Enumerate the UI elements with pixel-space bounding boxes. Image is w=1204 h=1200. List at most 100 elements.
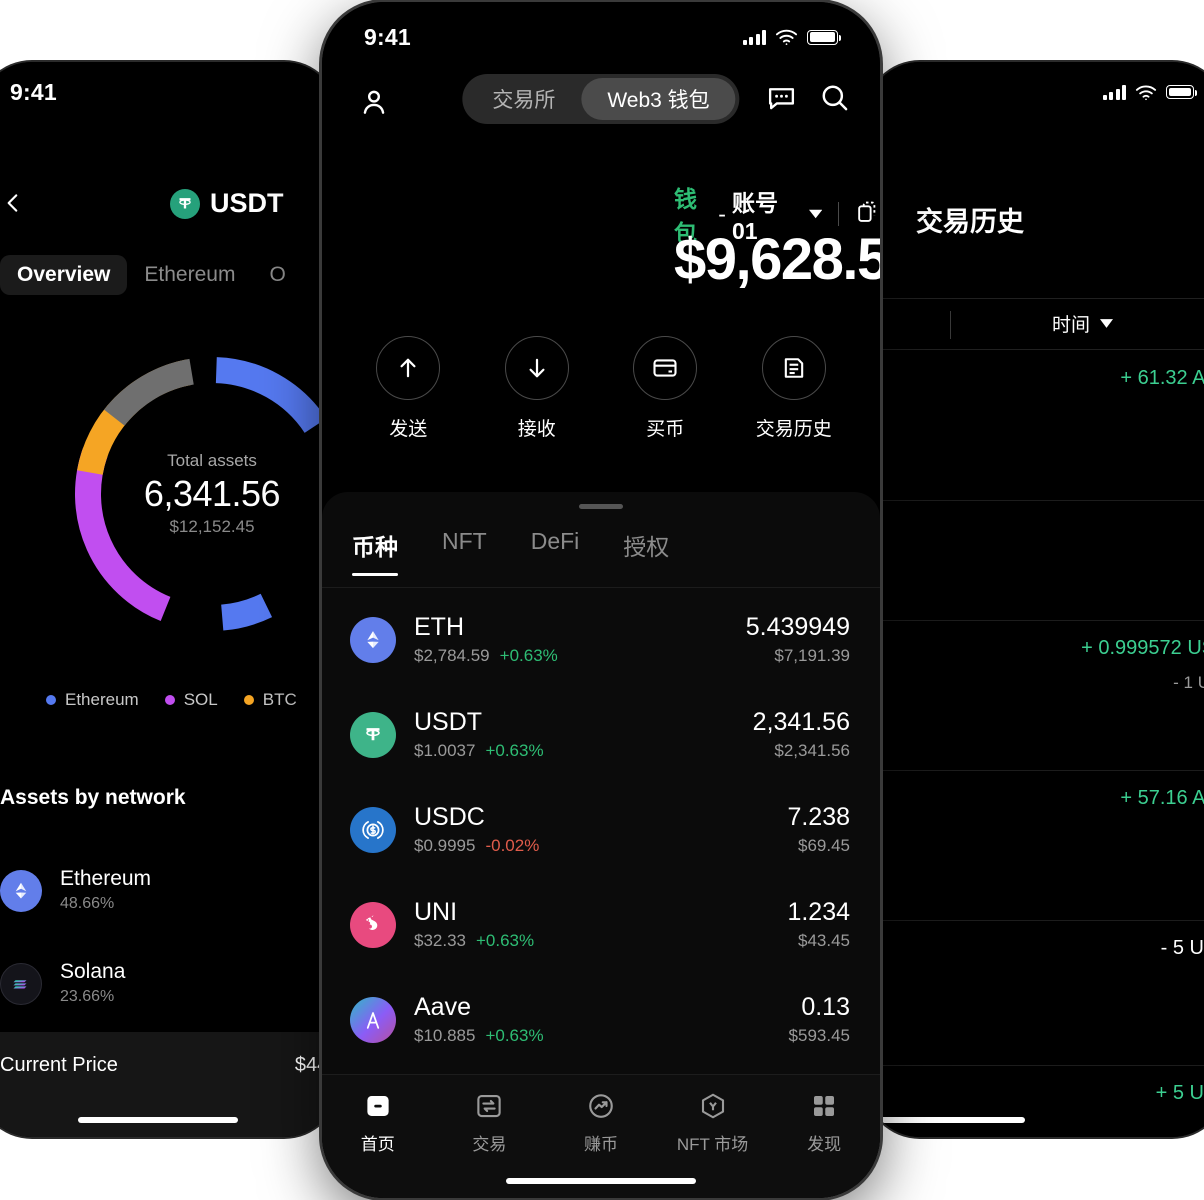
token-change: -0.02% xyxy=(485,836,540,856)
tabbar-item-home[interactable]: 首页 xyxy=(322,1091,434,1155)
legend-label: Ethereum xyxy=(65,690,139,709)
token-amount: 7.238 xyxy=(787,802,850,831)
tabbar-item-trade[interactable]: 交易 xyxy=(434,1091,546,1155)
token-balance: 1.234 $43.45 xyxy=(787,898,850,952)
list-item[interactable]: USDT $1.0037 +0.63% 2,341.56 $2,341.56 xyxy=(322,687,880,782)
list-item[interactable]: ETH $2,784.59 +0.63% 5.439949 $7,191.39 xyxy=(322,592,880,687)
legend-dot-icon xyxy=(46,695,56,705)
network-percent: 23.66% xyxy=(60,988,115,1006)
assets-sheet: 币种 NFT DeFi 授权 ETH $2,784.59 xyxy=(322,492,880,1198)
segment-exchange[interactable]: 交易所 xyxy=(492,89,556,112)
token-change: +0.63% xyxy=(476,931,535,951)
token-amount: 0.13 xyxy=(801,992,850,1021)
token-price: $1.0037 xyxy=(414,741,476,761)
left-title-text: USDT xyxy=(210,188,284,218)
status-time: 9:41 xyxy=(364,23,411,50)
table-row[interactable]: + 61.32 AAVE xyxy=(866,351,1204,501)
token-change: +0.63% xyxy=(485,1026,544,1046)
tab-defi[interactable]: DeFi xyxy=(530,528,580,554)
table-row[interactable]: + 57.16 AAVE xyxy=(866,771,1204,921)
legend-label: BTC xyxy=(262,690,297,709)
table-row[interactable]: - 5 USDT 0a xyxy=(866,921,1204,1066)
table-row[interactable]: + 0.999572 USDC - 1 USDT xyxy=(866,621,1204,771)
tx-amount: + 5 USDT xyxy=(1155,1082,1204,1104)
tab-nft[interactable]: NFT xyxy=(442,528,487,554)
send-button[interactable]: 发送 xyxy=(360,336,456,441)
legend-dot-icon xyxy=(164,695,175,705)
tabbar-item-earn[interactable]: 赚币 xyxy=(545,1091,657,1155)
back-icon[interactable] xyxy=(0,190,26,216)
segment-web3-wallet[interactable]: Web3 钱包 xyxy=(581,78,736,120)
battery-icon xyxy=(807,29,841,45)
network-name: Ethereum xyxy=(60,866,152,890)
copy-icon[interactable] xyxy=(855,199,880,229)
legend-item-ethereum: Ethereum xyxy=(46,690,139,710)
bottom-tab-bar: 首页 交易 赚币 xyxy=(322,1074,880,1198)
chevron-down-icon xyxy=(1100,319,1114,328)
search-icon[interactable] xyxy=(819,82,850,118)
tab-approvals[interactable]: 授权 xyxy=(623,534,670,560)
history-filter-bar: 时间 xyxy=(866,298,1204,350)
left-nav-bar: USDT xyxy=(0,180,338,244)
chevron-down-icon[interactable] xyxy=(808,209,823,219)
filter-time[interactable]: 时间 xyxy=(1052,310,1114,337)
tab-ethereum[interactable]: Ethereum xyxy=(144,263,236,286)
uniswap-icon xyxy=(350,901,396,948)
tabbar-item-nft-market[interactable]: NFT 市场 xyxy=(657,1091,769,1155)
list-item[interactable]: UNI $32.33 +0.63% 1.234 $43.45 xyxy=(322,877,880,972)
earn-icon xyxy=(589,1094,613,1118)
tab-overview[interactable]: Overview xyxy=(0,255,128,295)
token-value: $7,191.39 xyxy=(774,646,850,666)
token-balance: 5.439949 $7,191.39 xyxy=(746,613,850,667)
arrow-down-icon xyxy=(504,336,569,400)
token-price-row: $2,784.59 +0.63% xyxy=(414,646,746,666)
right-phone-frame: 交易历史 时间 + 61.32 AAVE C + 0.999572 USDC xyxy=(866,62,1204,1137)
account-divider xyxy=(838,202,839,226)
token-price: $0.9995 xyxy=(414,836,476,856)
home-indicator xyxy=(78,1117,238,1123)
token-symbol: ETH xyxy=(414,612,464,641)
token-price-row: $10.885 +0.63% xyxy=(414,1026,789,1046)
token-value: $43.45 xyxy=(798,931,850,951)
list-item[interactable]: Ethereum 48.66% xyxy=(0,844,338,937)
token-change: +0.63% xyxy=(499,646,558,666)
tx-amount: + 57.16 AAVE xyxy=(1120,787,1204,809)
list-item[interactable]: Solana 23.66% xyxy=(0,937,338,1030)
sheet-grabber[interactable] xyxy=(579,504,623,509)
tab-other[interactable]: O xyxy=(269,263,286,286)
table-row[interactable]: + 5 USDT ba86 xyxy=(866,1066,1204,1137)
transaction-history-button[interactable]: 交易历史 xyxy=(746,336,842,441)
account-name[interactable]: 账号 01 xyxy=(731,189,778,244)
chat-bubble-icon[interactable] xyxy=(766,82,797,118)
token-list: ETH $2,784.59 +0.63% 5.439949 $7,191.39 xyxy=(322,592,880,1198)
current-price-label: Current Price xyxy=(0,1054,118,1076)
transaction-history-list: + 61.32 AAVE C + 0.999572 USDC - 1 USDT … xyxy=(866,351,1204,1137)
wifi-icon xyxy=(775,29,798,45)
tab-coins[interactable]: 币种 xyxy=(352,528,420,576)
account-dash: - xyxy=(718,200,726,227)
list-item[interactable]: Aave $10.885 +0.63% 0.13 $593.45 xyxy=(322,972,880,1067)
left-phone-frame: 9:41 USDT Overview Ethereum O xyxy=(0,62,338,1137)
token-price: $10.885 xyxy=(414,1026,476,1046)
tx-sub-amount: - 1 USDT xyxy=(1173,673,1204,692)
token-balance: 0.13 $593.45 xyxy=(789,993,850,1047)
table-row[interactable]: C xyxy=(866,501,1204,621)
donut-total: 6,341.56 xyxy=(143,473,281,514)
filter-divider xyxy=(950,311,951,339)
center-phone-frame: 9:41 交易所 Web3 钱包 xyxy=(322,2,880,1198)
left-page-title: USDT xyxy=(170,188,284,219)
right-page-title: 交易历史 xyxy=(916,207,1024,237)
battery-icon xyxy=(1166,85,1197,99)
token-amount: 2,341.56 xyxy=(752,707,850,736)
filter-time-label: 时间 xyxy=(1052,315,1091,336)
legend-item-sol: SOL xyxy=(164,690,218,710)
token-symbol: Aave xyxy=(414,992,471,1021)
person-icon[interactable] xyxy=(358,86,390,118)
tabbar-item-discover[interactable]: 发现 xyxy=(768,1091,880,1155)
tabbar-label: 赚币 xyxy=(583,1135,618,1154)
arrow-up-icon xyxy=(376,336,441,400)
buy-crypto-button[interactable]: 买币 xyxy=(617,336,713,441)
list-item[interactable]: USDC $0.9995 -0.02% 7.238 $69.45 xyxy=(322,782,880,877)
receive-button[interactable]: 接收 xyxy=(489,336,585,441)
donut-subtotal: $12,152.45 xyxy=(169,517,255,536)
